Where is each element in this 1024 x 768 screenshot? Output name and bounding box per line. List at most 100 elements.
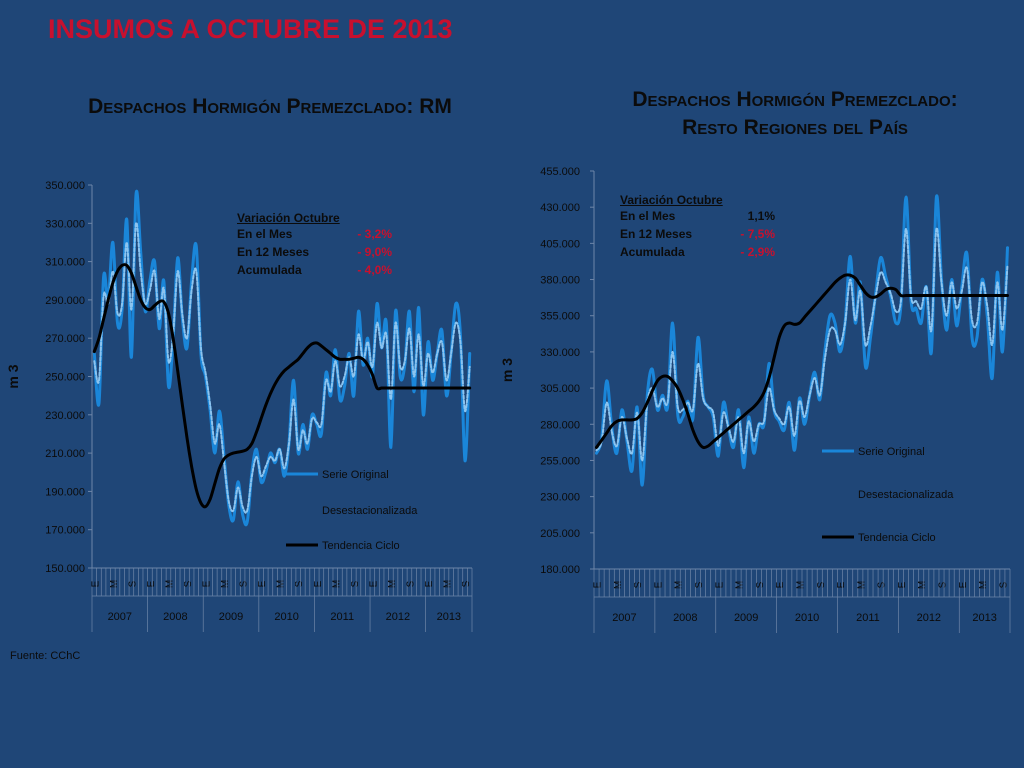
series-trend-line	[92, 263, 472, 509]
month-tick-label: E	[90, 580, 101, 587]
variation-label: En 12 Meses	[620, 227, 693, 241]
y-tick-label: 230.000	[540, 492, 580, 504]
variation-row: En el Mes 1,1%	[620, 207, 775, 225]
y-tick-label: 270.000	[45, 333, 85, 345]
chart-title-line1: Despachos Hormigón Premezclado:	[632, 88, 958, 111]
legend-label: Tendencia Ciclo	[858, 532, 936, 544]
month-tick-label: E	[202, 580, 213, 587]
variation-label: Acumulada	[237, 263, 302, 277]
month-tick-label: E	[146, 580, 157, 587]
variation-row: En 12 Meses - 9,0%	[237, 243, 392, 261]
y-tick-label: 180.000	[540, 564, 580, 576]
year-label: 2010	[795, 612, 819, 624]
variation-row: En el Mes - 3,2%	[237, 225, 392, 243]
chart-title-line1: Despachos Hormigón Premezclado: RM	[88, 95, 452, 118]
month-tick-label: M	[387, 580, 398, 588]
month-tick-label: S	[877, 581, 888, 588]
month-tick-label: M	[917, 581, 928, 589]
y-tick-label: 355.000	[540, 311, 580, 323]
year-label: 2013	[437, 611, 461, 623]
chart-title-rm: Despachos Hormigón Premezclado: RM	[40, 93, 500, 121]
year-label: 2011	[856, 612, 880, 624]
y-tick-label: 230.000	[45, 410, 85, 422]
y-tick-label: 210.000	[45, 448, 85, 460]
month-tick-label: M	[331, 580, 342, 588]
variation-row: En 12 Meses - 7,5%	[620, 225, 775, 243]
year-label: 2008	[673, 612, 697, 624]
month-tick-label: S	[350, 580, 361, 587]
month-tick-label: M	[276, 580, 287, 588]
variation-row: Acumulada - 4,0%	[237, 261, 392, 279]
chart-rm: 150.000 170.000 190.000 210.000 230.000 250.0…	[5, 180, 473, 632]
legend-label: Desestacionalizada	[858, 489, 954, 501]
y-tick-label: 205.000	[540, 528, 580, 540]
y-tick-label: 350.000	[45, 180, 85, 192]
year-label: 2013	[972, 612, 996, 624]
month-tick-label: M	[613, 581, 624, 589]
month-tick-label: M	[164, 580, 175, 588]
month-tick-label: S	[816, 581, 827, 588]
variation-box-regiones: Variación Octubre En el Mes 1,1% En 12 M…	[620, 193, 775, 261]
month-tick-label: M	[856, 581, 867, 589]
y-tick-label: 330.000	[540, 347, 580, 359]
month-tick-label: E	[775, 581, 786, 588]
variation-label: En el Mes	[237, 227, 293, 241]
year-label: 2007	[108, 611, 132, 623]
y-tick-label: 170.000	[45, 525, 85, 537]
year-label: 2009	[734, 612, 758, 624]
y-tick-label: 310.000	[45, 257, 85, 269]
variation-heading: Variación Octubre	[620, 193, 723, 207]
month-tick-label: S	[461, 580, 472, 587]
month-tick-label: E	[368, 580, 379, 587]
legend-label: Serie Original	[858, 446, 925, 458]
month-tick-label: S	[998, 581, 1009, 588]
year-label: 2012	[917, 612, 941, 624]
y-tick-label: 250.000	[45, 372, 85, 384]
legend-label: Tendencia Ciclo	[322, 540, 400, 552]
month-tick-label: S	[633, 581, 644, 588]
y-tick-label: 255.000	[540, 455, 580, 467]
y-tick-label: 150.000	[45, 563, 85, 575]
month-tick-label: M	[735, 581, 746, 589]
legend-label: Serie Original	[322, 469, 389, 481]
month-tick-label: M	[978, 581, 989, 589]
year-label: 2009	[219, 611, 243, 623]
month-tick-label: M	[674, 581, 685, 589]
variation-box-rm: Variación Octubre En el Mes - 3,2% En 12…	[237, 211, 392, 279]
month-tick-label: E	[593, 581, 604, 588]
variation-row: Acumulada - 2,9%	[620, 243, 775, 261]
month-tick-label: E	[897, 581, 908, 588]
variation-value: - 7,5%	[740, 227, 775, 241]
year-label: 2010	[274, 611, 298, 623]
y-tick-label: 405.000	[540, 238, 580, 250]
month-tick-label: S	[183, 580, 194, 587]
month-tick-label: M	[795, 581, 806, 589]
month-tick-label: S	[694, 581, 705, 588]
month-tick-label: M	[443, 580, 454, 588]
year-label: 2011	[330, 611, 354, 623]
month-tick-label: E	[653, 581, 664, 588]
y-tick-label: 455.000	[540, 166, 580, 178]
y-tick-label: 330.000	[45, 218, 85, 230]
chart-title-regiones: Despachos Hormigón Premezclado: Resto Re…	[560, 86, 1024, 142]
y-tick-label: 290.000	[45, 295, 85, 307]
y-tick-label: 305.000	[540, 383, 580, 395]
series-deseasonalized-line	[93, 221, 471, 514]
year-label: 2012	[386, 611, 410, 623]
month-tick-label: E	[958, 581, 969, 588]
chart-regiones: 180.000 205.000 230.000 255.000 280.000 305.0…	[500, 166, 1011, 633]
y-axis-label: m 3	[500, 358, 515, 382]
legend-label: Desestacionalizada	[322, 505, 418, 517]
series-trend-line	[595, 273, 1009, 450]
variation-value: - 2,9%	[740, 245, 775, 259]
source-note: Fuente: CChC	[10, 650, 81, 662]
variation-value: - 9,0%	[357, 245, 392, 259]
month-tick-label: E	[714, 581, 725, 588]
variation-value: - 3,2%	[357, 227, 392, 241]
month-tick-label: S	[239, 580, 250, 587]
y-axis-label: m 3	[5, 364, 21, 388]
month-tick-label: S	[127, 580, 138, 587]
month-tick-label: M	[109, 580, 120, 588]
chart-title-line2: Resto Regiones del País	[682, 116, 908, 139]
month-tick-label: S	[294, 580, 305, 587]
